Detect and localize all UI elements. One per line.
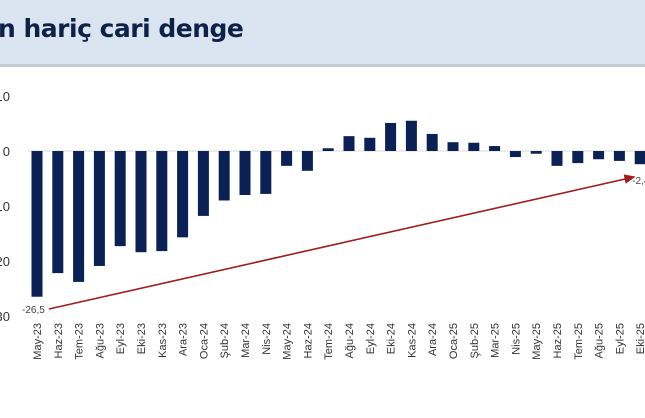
- bar-Oca-25: [447, 142, 459, 151]
- x-tick-label: Eki-25: [635, 323, 645, 354]
- x-tick-label: Ara-23: [178, 323, 190, 356]
- y-tick-label: 0: [3, 144, 10, 159]
- x-tick-label: Eyl-25: [614, 323, 626, 354]
- bar-Kas-24: [405, 120, 417, 151]
- x-tick-label: Oca-24: [198, 323, 210, 359]
- x-tick-label: Haz-25: [552, 323, 564, 358]
- bar-Ağu-23: [93, 151, 105, 266]
- bar-Tem-24: [322, 148, 334, 151]
- x-tick-label: May-24: [282, 323, 294, 360]
- x-tick-label: Ara-24: [427, 323, 439, 356]
- y-tick-label: -10: [0, 199, 10, 214]
- title-banner: n hariç cari denge: [0, 0, 645, 67]
- bar-Nis-25: [509, 151, 521, 158]
- bar-May-24: [281, 151, 293, 166]
- x-tick-label: Kas-23: [157, 323, 169, 358]
- bar-May-25: [530, 151, 542, 154]
- x-tick-label: Eki-24: [386, 323, 398, 354]
- bar-Kas-23: [156, 151, 168, 252]
- bar-Eki-23: [135, 151, 147, 253]
- bar-Mar-25: [489, 146, 501, 151]
- bar-Ara-23: [177, 151, 189, 238]
- data-label: -2,4: [632, 176, 645, 187]
- x-tick-label: May-23: [32, 323, 44, 360]
- x-tick-label: Kas-24: [406, 323, 418, 358]
- x-tick-label: Şub-24: [219, 323, 231, 358]
- x-tick-label: Tem-23: [74, 323, 86, 360]
- bar-Şub-25: [468, 142, 480, 151]
- bar-Mar-24: [239, 151, 251, 195]
- bar-Şub-24: [218, 151, 230, 201]
- x-tick-label: May-25: [531, 323, 543, 360]
- bar-May-23: [31, 151, 43, 297]
- bar-Nis-24: [260, 151, 272, 194]
- bar-Ağu-24: [343, 136, 355, 151]
- data-label: -26,5: [22, 305, 45, 316]
- chart-title: n hariç cari denge: [0, 14, 244, 43]
- x-tick-label: Ağu-24: [344, 323, 356, 358]
- bar-Eki-24: [385, 122, 397, 151]
- bar-Eyl-24: [364, 137, 376, 151]
- x-tick-label: Eki-23: [136, 323, 148, 354]
- bar-Haz-25: [551, 151, 563, 166]
- x-tick-label: Ağu-23: [94, 323, 106, 358]
- x-tick-label: Oca-25: [448, 323, 460, 359]
- bar-Ağu-25: [593, 151, 605, 160]
- x-tick-label: Nis-24: [261, 323, 273, 355]
- bar-Oca-24: [197, 151, 209, 216]
- x-tick-label: Tem-24: [323, 323, 335, 360]
- x-tick-label: Eyl-23: [115, 323, 127, 354]
- x-tick-label: Ağu-25: [594, 323, 606, 358]
- y-tick-label: -30: [0, 309, 10, 324]
- y-tick-label: -20: [0, 254, 10, 269]
- y-tick-label: 10: [0, 89, 10, 104]
- x-tick-label: Şub-25: [469, 323, 481, 358]
- bar-Eyl-25: [613, 151, 625, 161]
- bar-Eki-25: [634, 151, 645, 165]
- x-tick-label: Haz-24: [302, 323, 314, 358]
- x-tick-label: Eyl-24: [365, 323, 377, 354]
- x-tick-label: Mar-24: [240, 323, 252, 358]
- x-tick-label: Haz-23: [53, 323, 65, 358]
- bar-Eyl-23: [114, 151, 126, 247]
- bar-Ara-24: [426, 133, 438, 151]
- trend-arrow: [48, 174, 636, 310]
- x-tick-label: Mar-25: [490, 323, 502, 358]
- bar-Haz-23: [52, 151, 64, 274]
- bar-Haz-24: [301, 151, 313, 171]
- x-tick-label: Nis-25: [510, 323, 522, 355]
- bar-Tem-23: [73, 151, 85, 282]
- x-tick-label: Tem-25: [573, 323, 585, 360]
- bar-Tem-25: [572, 151, 584, 164]
